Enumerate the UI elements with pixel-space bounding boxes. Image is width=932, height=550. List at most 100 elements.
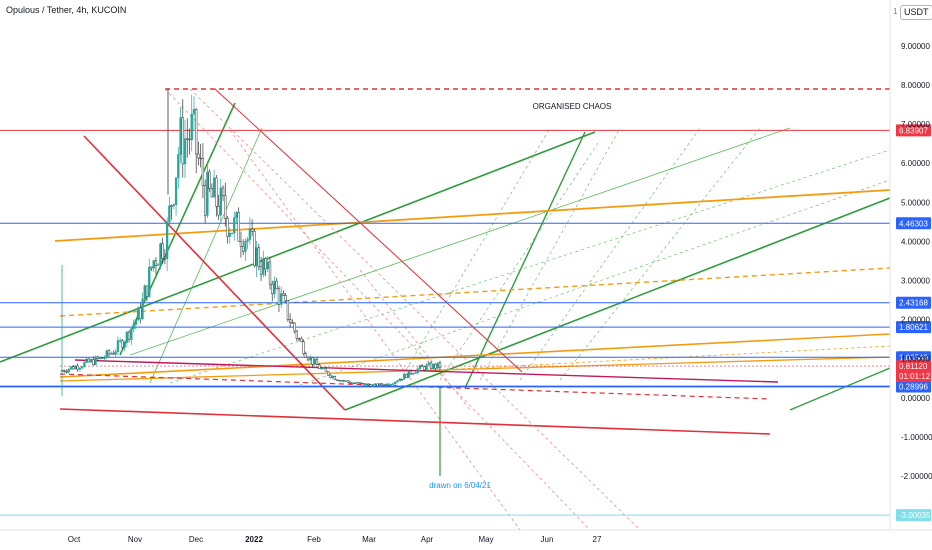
candle-body bbox=[291, 322, 294, 324]
candle-body bbox=[78, 367, 82, 370]
candle-body bbox=[311, 357, 314, 365]
candle-body bbox=[199, 157, 202, 160]
candle-body bbox=[172, 204, 175, 207]
candle-body bbox=[221, 187, 225, 197]
candle-body bbox=[116, 340, 120, 352]
candle-body bbox=[85, 358, 88, 363]
candle-body bbox=[373, 383, 377, 385]
red-trendline bbox=[83, 135, 346, 411]
candle-body bbox=[186, 138, 189, 140]
candle-body bbox=[98, 357, 102, 360]
candle-body bbox=[376, 383, 379, 387]
candle-body bbox=[275, 280, 278, 290]
candle-body bbox=[427, 362, 430, 365]
candle-body bbox=[259, 266, 263, 275]
candle-body bbox=[333, 375, 337, 380]
candle-body bbox=[125, 331, 129, 343]
candle-body bbox=[192, 109, 196, 115]
y-tick-label: 9.00000 bbox=[901, 42, 930, 51]
unit-prefix: 1 bbox=[893, 7, 898, 16]
green-trendline bbox=[464, 131, 586, 389]
x-tick-label: Dec bbox=[189, 535, 203, 544]
candle-body bbox=[203, 185, 207, 216]
time-axis[interactable]: Oct Nov Dec 2022 Feb Mar Apr May Jun 27 bbox=[0, 529, 932, 544]
candle-body bbox=[226, 218, 229, 237]
candle-body bbox=[264, 258, 267, 270]
price-level-badge-label: -3.00035 bbox=[899, 511, 931, 520]
candle-body bbox=[282, 293, 285, 296]
x-tick-label: May bbox=[478, 535, 493, 544]
green-thin-line bbox=[299, 179, 891, 386]
y-tick-label: 2.00000 bbox=[901, 316, 930, 325]
candle-body bbox=[103, 357, 106, 359]
orange-dashed-line bbox=[59, 267, 891, 317]
candle-body bbox=[210, 188, 214, 198]
candle-body bbox=[253, 230, 256, 267]
y-tick-label: 4.00000 bbox=[901, 237, 930, 246]
candle-body bbox=[340, 380, 343, 382]
red-dashed-line bbox=[359, 269, 471, 411]
candle-body bbox=[295, 330, 299, 339]
candle-body bbox=[378, 383, 381, 387]
candle-body bbox=[250, 228, 254, 232]
candle-body bbox=[127, 331, 131, 340]
candle-body bbox=[107, 350, 111, 355]
candle-body bbox=[80, 366, 84, 369]
candle-body bbox=[119, 340, 122, 342]
candle-body bbox=[293, 322, 296, 332]
candle-body bbox=[163, 258, 167, 260]
candle-body bbox=[215, 177, 218, 207]
candle-body bbox=[87, 358, 90, 363]
candle-body bbox=[201, 158, 205, 186]
price-level-badge bbox=[896, 124, 931, 137]
candle-body bbox=[425, 364, 428, 371]
candle-body bbox=[145, 285, 149, 297]
candle-body bbox=[224, 195, 227, 219]
candle-body bbox=[367, 383, 370, 385]
orange-trendline bbox=[54, 189, 891, 242]
candle-body bbox=[179, 117, 182, 155]
candle-body bbox=[242, 246, 245, 252]
candle-body bbox=[134, 320, 137, 325]
candle-body bbox=[177, 154, 180, 179]
candle-body bbox=[114, 351, 117, 355]
price-axis[interactable]: 9.00000 8.00000 7.00000 6.00000 5.00000 4.000… bbox=[889, 0, 932, 530]
candle-body bbox=[438, 362, 442, 368]
candle-body bbox=[219, 187, 222, 216]
candle-body bbox=[271, 283, 274, 295]
candle-body bbox=[141, 298, 144, 319]
candle-body bbox=[405, 374, 408, 378]
candle-body bbox=[302, 341, 305, 354]
green-trendline bbox=[789, 367, 891, 411]
candle-body bbox=[212, 177, 216, 198]
bar-countdown-label: 01:01:12 bbox=[899, 372, 931, 381]
candle-body bbox=[130, 328, 133, 340]
y-tick-label: 6.00000 bbox=[901, 159, 930, 168]
candle-body bbox=[418, 365, 422, 370]
candle-body bbox=[157, 264, 160, 266]
price-level-badge bbox=[896, 296, 931, 309]
green-thin-line bbox=[149, 127, 263, 384]
y-tick-label: 0.00000 bbox=[901, 394, 930, 403]
red-dashed-line bbox=[229, 129, 521, 531]
candle-body bbox=[67, 368, 70, 373]
candle-body bbox=[150, 266, 153, 269]
candle-body bbox=[255, 247, 258, 267]
x-tick-label: 27 bbox=[593, 535, 602, 544]
candle-body bbox=[329, 374, 332, 378]
candle-body bbox=[112, 352, 115, 355]
candle-body bbox=[257, 247, 260, 268]
price-level-badge-label: 4.46303 bbox=[899, 219, 928, 228]
candle-body bbox=[380, 383, 383, 386]
candle-body bbox=[387, 383, 390, 386]
currency-unit-selector[interactable]: USDT bbox=[900, 5, 932, 20]
candle-body bbox=[273, 280, 276, 295]
candle-body bbox=[306, 356, 310, 361]
candle-body bbox=[121, 340, 124, 348]
candle-body bbox=[174, 177, 178, 205]
candle-body bbox=[369, 384, 372, 387]
candle-body bbox=[72, 366, 75, 370]
candlesticks bbox=[60, 88, 442, 396]
candle-body bbox=[434, 363, 437, 369]
